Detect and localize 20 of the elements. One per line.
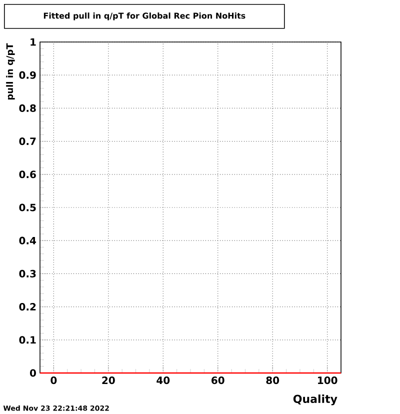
x-tick-label: 80: [266, 376, 280, 384]
y-tick-label: 0.1: [19, 336, 36, 344]
y-tick-label: 0.7: [19, 138, 36, 146]
x-tick-label: 40: [156, 376, 170, 384]
x-tick-label: 100: [318, 376, 338, 384]
y-tick-label: 0.9: [19, 71, 36, 79]
y-tick-label: 0: [30, 369, 36, 377]
y-tick-label: 0.4: [19, 236, 36, 244]
y-tick-label: 0.5: [19, 204, 36, 212]
x-axis-title: Quality: [293, 394, 338, 406]
x-tick-label: 20: [102, 376, 115, 384]
y-tick-label: 0.2: [19, 303, 36, 311]
y-tick-label: 0.3: [19, 270, 36, 278]
chart-title: Fitted pull in q/pT for Global Rec Pion NoHits: [44, 12, 246, 20]
y-tick-label: 0.6: [19, 170, 36, 178]
x-tick-label: 0: [50, 376, 57, 384]
y-axis-title: pull in q/pT: [6, 43, 15, 100]
x-tick-label: 60: [212, 376, 224, 384]
y-tick-label: 0.8: [19, 104, 36, 112]
y-tick-label: 1: [30, 38, 36, 46]
